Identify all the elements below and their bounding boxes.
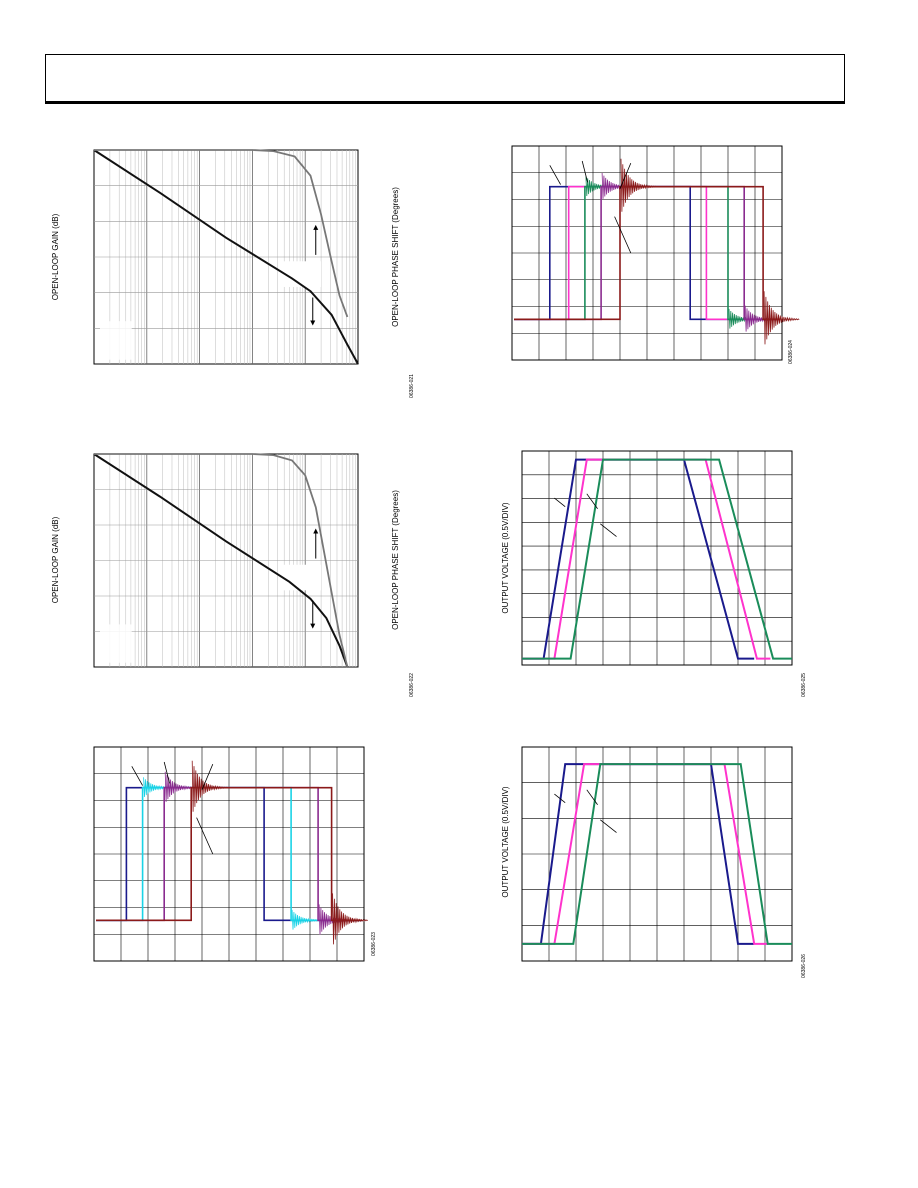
y-axis-label: OPEN-LOOP GAIN (dB) <box>51 516 60 603</box>
arrow-down-head <box>310 320 316 326</box>
annotation-leader <box>600 819 617 833</box>
ringing-rise <box>191 760 228 812</box>
annotation-leader <box>586 493 598 510</box>
y-axis-label: OUTPUT VOLTAGE (0.5V/DIV) <box>501 786 510 897</box>
arrow-up-head <box>313 528 319 534</box>
annotation-gap <box>100 624 132 663</box>
arrow-down-head <box>310 623 316 629</box>
figure-code: 06386-021 <box>409 374 415 398</box>
annotation-gap <box>278 564 322 591</box>
annotation-leader <box>581 160 588 183</box>
output-trace <box>522 458 792 660</box>
figure-code: 06386-022 <box>409 673 415 697</box>
annotation-leader <box>201 763 214 790</box>
chart-open-loop-gain-1: OPEN-LOOP GAIN (dB) OPEN-LOOP PHASE SHIFT… <box>51 149 415 398</box>
annotation-leader <box>549 165 561 185</box>
page-header-rule <box>45 101 845 104</box>
figure-code: 06386-023 <box>371 932 377 956</box>
output-trace <box>522 763 792 945</box>
gain-curve <box>93 453 349 668</box>
phase-curve <box>94 453 349 668</box>
y-axis-label-right: OPEN-LOOP PHASE SHIFT (Degrees) <box>391 187 400 327</box>
annotation-leader <box>554 497 566 507</box>
annotation-gap <box>100 321 132 360</box>
ringing-rise <box>620 158 657 212</box>
figure-code: 06386-026 <box>801 954 807 978</box>
annotation-leader <box>196 817 214 855</box>
y-axis-label: OUTPUT VOLTAGE (0.5V/DIV) <box>501 502 510 613</box>
chart-pulse-response-1: 06386-023 <box>93 746 377 962</box>
annotation-leader <box>614 216 632 254</box>
chart-output-voltage-1: OUTPUT VOLTAGE (0.5V/DIV) 06386-025 <box>501 450 807 697</box>
phase-curve <box>94 149 349 318</box>
chart-pulse-response-2: 06386-024 <box>511 145 800 364</box>
ringing-fall <box>332 893 368 945</box>
ringing-fall <box>763 291 800 345</box>
figure-code: 06386-025 <box>801 673 807 697</box>
chart-output-voltage-2: OUTPUT VOLTAGE (0.5V/DIV) 06386-026 <box>501 746 807 978</box>
output-trace <box>522 458 755 660</box>
y-axis-label: OPEN-LOOP GAIN (dB) <box>51 213 60 300</box>
annotation-leader <box>163 761 170 784</box>
pulse-trace <box>514 185 780 321</box>
arrow-up-head <box>313 224 319 230</box>
annotation-leader <box>131 766 143 786</box>
y-axis-label-right: OPEN-LOOP PHASE SHIFT (Degrees) <box>391 490 400 630</box>
annotation-leader <box>554 793 566 803</box>
chart-open-loop-gain-2: OPEN-LOOP GAIN (dB) OPEN-LOOP PHASE SHIFT… <box>51 453 415 697</box>
gain-curve <box>93 149 359 365</box>
annotation-leader <box>619 162 632 189</box>
figure-code: 06386-024 <box>788 340 794 364</box>
annotation-leader <box>586 789 598 806</box>
annotation-leader <box>600 523 617 537</box>
